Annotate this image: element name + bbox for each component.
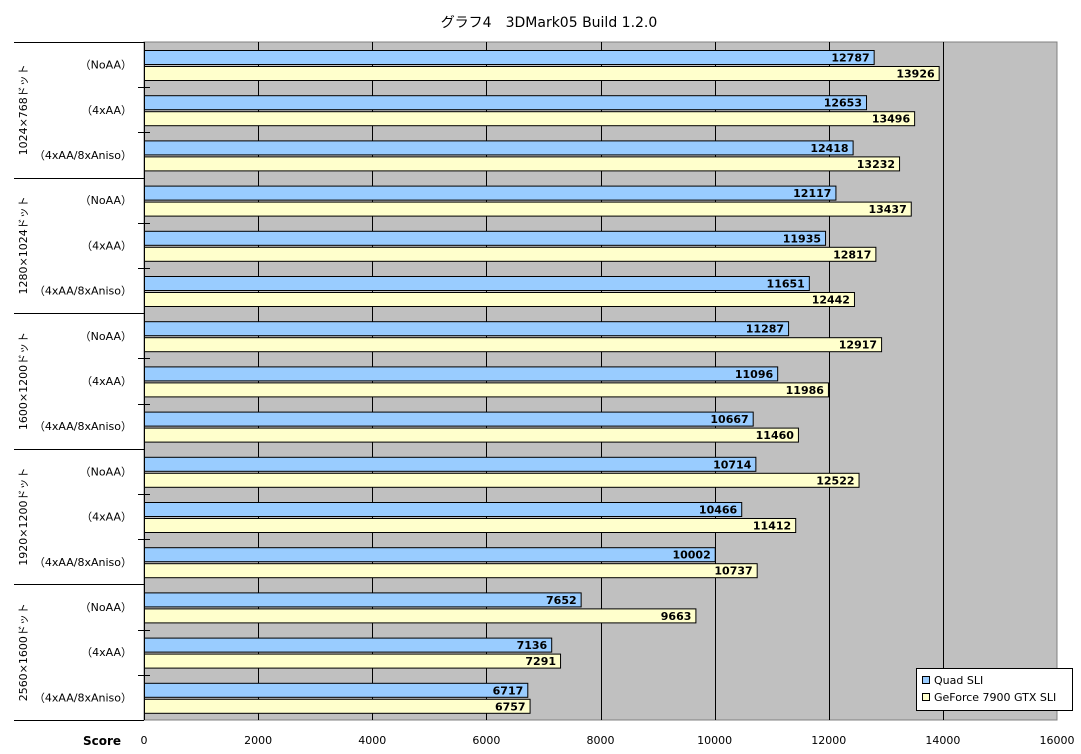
data-label: 11986 [786, 384, 825, 397]
data-label: 12917 [839, 339, 877, 352]
legend-swatch [922, 693, 930, 701]
category-label: （NoAA） [80, 59, 132, 72]
bar-geforce-7900-gtx-sli [144, 563, 758, 579]
legend: Quad SLI GeForce 7900 GTX SLI [916, 668, 1073, 711]
bar-quad-sli [144, 276, 810, 291]
bar-quad-sli [144, 230, 827, 246]
data-label: 11287 [746, 323, 784, 336]
data-label: 12418 [810, 142, 848, 155]
data-label: 12817 [833, 248, 871, 261]
x-tick-label: 6000 [472, 734, 500, 747]
x-tick-label: 0 [141, 734, 148, 747]
data-label: 13437 [868, 203, 906, 216]
chart-title: グラフ4 3DMark05 Build 1.2.0 [441, 15, 658, 31]
data-label: 12117 [793, 187, 831, 200]
legend-swatch [922, 676, 930, 684]
x-tick-label: 2000 [244, 734, 272, 747]
x-tick-label: 10000 [697, 734, 732, 747]
data-label: 6757 [495, 700, 526, 713]
bar-quad-sli [144, 682, 529, 698]
bar-geforce-7900-gtx-sli [144, 111, 916, 127]
data-label: 10737 [714, 565, 752, 578]
bar-geforce-7900-gtx-sli [144, 427, 799, 443]
x-tick-label: 16000 [1040, 734, 1075, 747]
bar-quad-sli [144, 456, 757, 472]
bar-quad-sli [144, 592, 582, 608]
data-label: 11935 [783, 232, 821, 245]
bar-quad-sli [144, 185, 837, 201]
plot-area: 0 2000 4000 6000 8000 10000 12000 14000 16000 （No… [14, 41, 1075, 747]
bar-geforce-7900-gtx-sli [144, 382, 829, 398]
group-label: 1280×1024ドット [17, 196, 30, 294]
group-label: 1024×768ドット [17, 64, 30, 155]
data-label: 13232 [857, 158, 895, 171]
category-label: （4xAA） [81, 375, 132, 388]
category-label: （4xAA） [81, 646, 132, 659]
x-tick-label: 12000 [811, 734, 846, 747]
bar-geforce-7900-gtx-sli [144, 608, 697, 624]
category-label: （4xAA/8xAniso） [34, 691, 132, 704]
data-label: 11460 [756, 429, 795, 442]
bar-quad-sli [144, 140, 854, 156]
bar-geforce-7900-gtx-sli [144, 292, 855, 307]
bar-geforce-7900-gtx-sli [144, 246, 877, 262]
bar-geforce-7900-gtx-sli [144, 472, 860, 488]
x-tick-label: 8000 [587, 734, 615, 747]
legend-entry: Quad SLI [934, 674, 983, 687]
data-label: 7652 [546, 594, 577, 607]
data-label: 12522 [816, 474, 854, 487]
x-tick-label: 4000 [358, 734, 386, 747]
data-label: 7136 [517, 639, 548, 652]
category-label: （NoAA） [80, 194, 132, 207]
bar-geforce-7900-gtx-sli [144, 518, 797, 533]
data-label: 13926 [896, 68, 935, 81]
bar-quad-sli [144, 637, 553, 653]
bar-quad-sli [144, 50, 875, 65]
bar-quad-sli [144, 547, 716, 563]
x-tick-label: 14000 [925, 734, 960, 747]
data-label: 11651 [767, 278, 805, 291]
bar-quad-sli [144, 411, 754, 427]
bar-quad-sli [144, 95, 868, 111]
bar-geforce-7900-gtx-sli [144, 698, 531, 714]
category-label: （4xAA/8xAniso） [34, 556, 132, 569]
x-axis-label: Score [83, 734, 121, 748]
category-label: （4xAA） [81, 104, 132, 117]
category-label: （NoAA） [80, 330, 132, 343]
bar-quad-sli [144, 366, 779, 382]
category-label: （NoAA） [80, 465, 132, 478]
bar-geforce-7900-gtx-sli [144, 156, 901, 172]
category-label: （NoAA） [80, 601, 132, 614]
category-label: （4xAA/8xAniso） [34, 149, 132, 162]
category-label: （4xAA/8xAniso） [34, 420, 132, 433]
legend-box [916, 668, 1073, 711]
data-label: 12787 [831, 52, 869, 65]
bar-quad-sli [144, 502, 743, 517]
data-label: 10714 [713, 458, 752, 471]
data-label: 11096 [735, 368, 774, 381]
group-label: 1920×1200ドット [17, 467, 30, 565]
bar-geforce-7900-gtx-sli [144, 201, 912, 217]
data-label: 10667 [710, 413, 748, 426]
group-label: 1600×1200ドット [17, 332, 30, 430]
data-label: 13496 [872, 113, 911, 126]
bar-quad-sli [144, 321, 790, 337]
category-label: （4xAA/8xAniso） [34, 285, 132, 298]
category-label: （4xAA） [81, 511, 132, 524]
data-label: 10002 [672, 549, 710, 562]
data-label: 6717 [493, 684, 524, 697]
bar-geforce-7900-gtx-sli [144, 337, 883, 353]
data-label: 9663 [661, 610, 692, 623]
data-label: 12442 [812, 294, 850, 307]
bar-geforce-7900-gtx-sli [144, 653, 562, 669]
data-label: 11412 [753, 520, 791, 533]
data-label: 10466 [699, 504, 738, 517]
data-label: 12653 [824, 97, 862, 110]
legend-entry: GeForce 7900 GTX SLI [934, 691, 1056, 704]
bar-geforce-7900-gtx-sli [144, 66, 940, 81]
group-label: 2560×1600ドット [17, 603, 30, 701]
category-label: （4xAA） [81, 239, 132, 252]
data-label: 7291 [525, 655, 556, 668]
